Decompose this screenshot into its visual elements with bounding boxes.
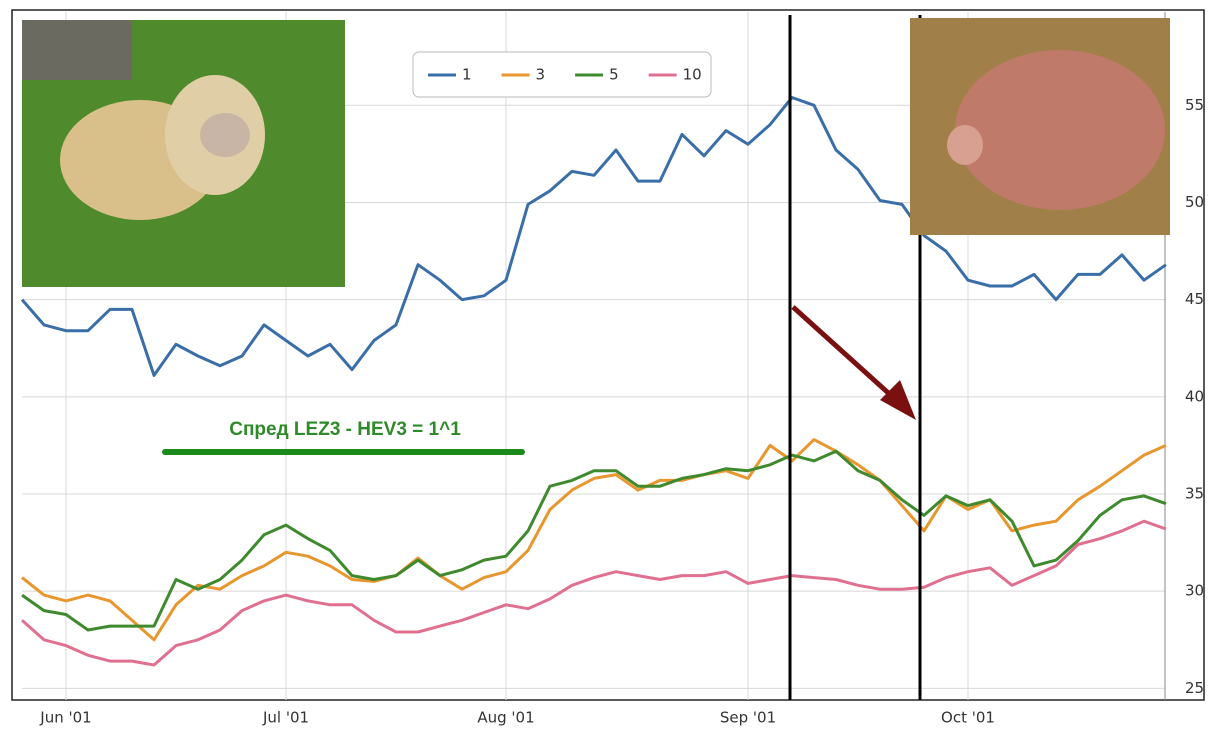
legend-label: 3	[536, 66, 546, 84]
annotation-text: Спред LEZ3 - HEV3 = 1^1	[229, 419, 461, 440]
lines	[20, 96, 1167, 667]
x-tick-label: Jul '01	[262, 709, 309, 727]
x-tick-label: Sep '01	[720, 709, 776, 727]
x-tick-label: Aug '01	[477, 709, 534, 727]
pig-snout	[947, 125, 983, 165]
arrow	[791, 305, 907, 410]
legend-label: 1	[462, 66, 472, 84]
y-tick-label: 35	[1185, 484, 1204, 502]
y-tick-label: 30	[1185, 582, 1204, 600]
legend: 1 3 5 10	[412, 51, 712, 98]
cow-photo	[22, 20, 345, 287]
x-tick-label: Jun '01	[39, 709, 91, 727]
series-line	[21, 438, 1167, 642]
legend-label: 10	[683, 66, 702, 84]
photo-rocks	[22, 20, 132, 80]
y-tick-label: 55	[1185, 96, 1204, 114]
annotations: Спред LEZ3 - HEV3 = 1^1	[162, 15, 922, 700]
legend-label: 5	[609, 66, 619, 84]
cow-nose	[200, 113, 250, 157]
y-tick-label: 25	[1185, 679, 1204, 697]
legend-box	[412, 51, 712, 98]
arrow-head	[880, 380, 916, 420]
y-tick-label: 50	[1185, 193, 1204, 211]
y-tick-label: 45	[1185, 290, 1204, 308]
pig-photo	[910, 18, 1170, 235]
pig-body	[955, 50, 1165, 210]
series-line	[21, 449, 1167, 632]
x-tick-label: Oct '01	[941, 709, 995, 727]
y-tick-label: 40	[1185, 387, 1204, 405]
series-line	[21, 519, 1167, 667]
series-line	[20, 96, 1167, 377]
